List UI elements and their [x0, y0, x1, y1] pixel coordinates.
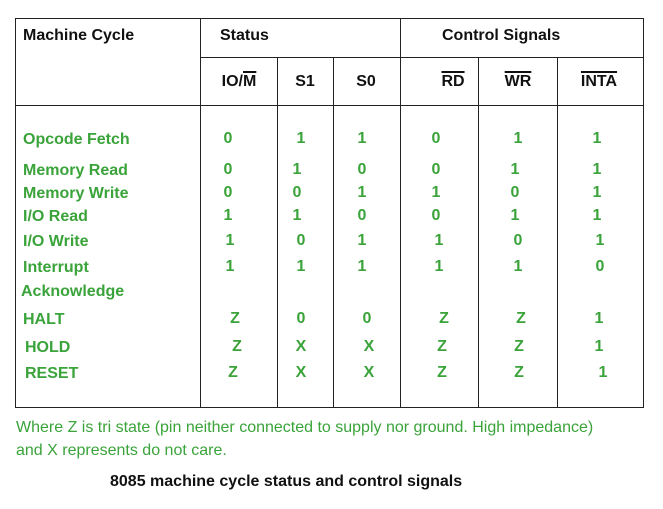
cell-inta: 1: [592, 161, 602, 178]
header-status: Status: [220, 27, 269, 44]
cell-io-m: 1: [223, 207, 233, 224]
legend-note: Where Z is tri state (pin neither connec…: [16, 416, 656, 462]
col-header-s1: S1: [295, 73, 315, 90]
col-sep-control: [400, 18, 401, 408]
cell-rd: 1: [431, 184, 441, 201]
cell-wr: 1: [510, 207, 520, 224]
col-sep-iom: [277, 57, 278, 408]
status-control-table: Machine Cycle Status Control Signals IO/…: [15, 18, 644, 408]
cell-io-m: 1: [225, 232, 235, 249]
cycle-name: Memory Read: [23, 162, 128, 179]
table-border-bottom: [15, 407, 644, 408]
cell-wr: Z: [516, 310, 526, 327]
cycle-name: I/O Write: [23, 233, 89, 250]
cell-inta: 1: [598, 364, 608, 381]
cell-s1: 1: [296, 258, 306, 275]
cell-io-m: Z: [232, 338, 242, 355]
header-control-signals: Control Signals: [442, 27, 561, 44]
cycle-name: Opcode Fetch: [23, 131, 130, 148]
cell-io-m: 0: [223, 130, 233, 147]
cell-inta: 1: [594, 338, 604, 355]
col-header-s0: S0: [356, 73, 376, 90]
col-sep-1: [200, 18, 201, 408]
cell-io-m: 0: [223, 161, 233, 178]
cell-inta: 1: [595, 232, 605, 249]
cell-rd: Z: [437, 364, 447, 381]
cell-rd: 0: [431, 161, 441, 178]
cell-io-m: Z: [230, 310, 240, 327]
cell-wr: 0: [510, 184, 520, 201]
cell-s0: 1: [357, 184, 367, 201]
cell-rd: 1: [434, 258, 444, 275]
cell-s1: X: [295, 364, 307, 381]
col-header-io-m: IO/M: [221, 73, 257, 90]
cell-wr: 0: [513, 232, 523, 249]
cell-s1: 1: [296, 130, 306, 147]
cell-s1: 0: [292, 184, 302, 201]
table-border-right: [643, 18, 644, 408]
cell-s1: 1: [292, 161, 302, 178]
cell-rd: Z: [439, 310, 449, 327]
cycle-name: HALT: [23, 311, 65, 328]
header-sep: [200, 57, 644, 58]
cell-wr: 1: [513, 130, 523, 147]
cell-inta: 1: [592, 184, 602, 201]
cell-rd: Z: [437, 338, 447, 355]
cell-wr: Z: [514, 364, 524, 381]
cell-s0: X: [363, 364, 375, 381]
header-machine-cycle: Machine Cycle: [23, 27, 135, 44]
col-header-rd: RD: [441, 73, 465, 90]
table-border-top: [15, 18, 644, 19]
col-sep-rd: [478, 57, 479, 408]
cycle-name-line2: Acknowledge: [21, 283, 125, 300]
cell-s1: 1: [292, 207, 302, 224]
cell-inta: 1: [594, 310, 604, 327]
header-bottom: [15, 105, 644, 106]
cell-s0: X: [363, 338, 375, 355]
col-header-wr: WR: [504, 73, 532, 90]
col-header-inta: INTA: [580, 73, 618, 90]
cell-s0: 0: [362, 310, 372, 327]
legend-note-line2: and X represents do not care.: [16, 442, 227, 459]
cell-io-m: 1: [225, 258, 235, 275]
table-border-left: [15, 18, 16, 408]
cell-wr: Z: [514, 338, 524, 355]
cell-io-m: 0: [223, 184, 233, 201]
cell-wr: 1: [510, 161, 520, 178]
cell-inta: 1: [592, 130, 602, 147]
cell-rd: 0: [431, 130, 441, 147]
cycle-name: Memory Write: [23, 185, 129, 202]
cell-io-m: Z: [228, 364, 238, 381]
legend-note-line1: Where Z is tri state (pin neither connec…: [16, 419, 594, 436]
cell-s0: 1: [357, 232, 367, 249]
cycle-name: Interrupt: [23, 259, 89, 276]
col-sep-wr: [557, 57, 558, 408]
col-sep-s1: [333, 57, 334, 408]
cell-s1: 0: [296, 232, 306, 249]
cell-wr: 1: [513, 258, 523, 275]
cycle-name: HOLD: [25, 339, 71, 356]
cycle-name: RESET: [25, 365, 79, 382]
figure-caption: 8085 machine cycle status and control si…: [110, 473, 463, 490]
cell-s0: 0: [357, 207, 367, 224]
cell-s0: 1: [357, 258, 367, 275]
cycle-name: I/O Read: [23, 208, 88, 225]
cell-rd: 1: [434, 232, 444, 249]
cell-s0: 1: [357, 130, 367, 147]
cell-rd: 0: [431, 207, 441, 224]
cell-s1: X: [295, 338, 307, 355]
cell-inta: 1: [592, 207, 602, 224]
cell-s0: 0: [357, 161, 367, 178]
cell-inta: 0: [595, 258, 605, 275]
cell-s1: 0: [296, 310, 306, 327]
